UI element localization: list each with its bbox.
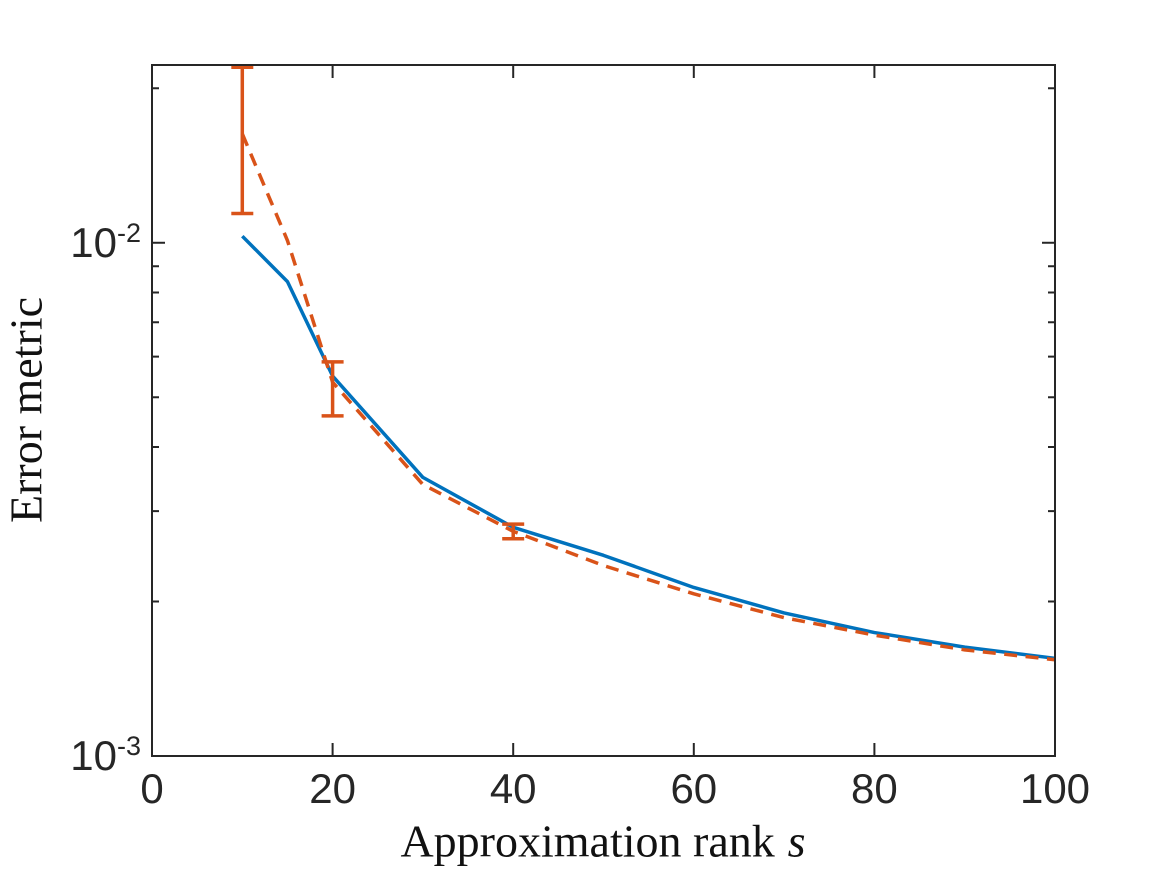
dashed-orange-curve-with-errorbars bbox=[240, 133, 1056, 662]
axes-frame bbox=[151, 64, 1056, 757]
axes-box bbox=[151, 64, 1056, 757]
y-tick-exponent: -2 bbox=[116, 217, 141, 248]
x-axis-label-text: Approximation rank bbox=[400, 815, 775, 867]
x-axis-label: Approximation rank s bbox=[400, 815, 805, 868]
y-tick-exponent: -3 bbox=[116, 731, 141, 761]
x-tick-label: 40 bbox=[489, 765, 537, 812]
error-bars bbox=[231, 65, 525, 541]
data-series bbox=[231, 65, 1056, 662]
y-axis-label-text: Error metric bbox=[0, 296, 52, 524]
x-tick-label: 60 bbox=[670, 765, 718, 812]
x-tick-label: 20 bbox=[309, 765, 356, 812]
x-tick-label: 0 bbox=[140, 765, 164, 812]
x-axis-label-variable: s bbox=[787, 815, 806, 867]
solid-blue-curve bbox=[241, 234, 1056, 661]
x-tick-label: 100 bbox=[1019, 765, 1091, 812]
y-tick-label: 10-3 bbox=[70, 732, 141, 779]
y-tick-label: 10-2 bbox=[70, 218, 141, 266]
y-tick-base: 10 bbox=[70, 218, 117, 266]
x-tick-label: 80 bbox=[851, 765, 898, 812]
y-tick-base: 10 bbox=[70, 732, 117, 779]
y-axis-label: Error metric bbox=[0, 297, 53, 523]
